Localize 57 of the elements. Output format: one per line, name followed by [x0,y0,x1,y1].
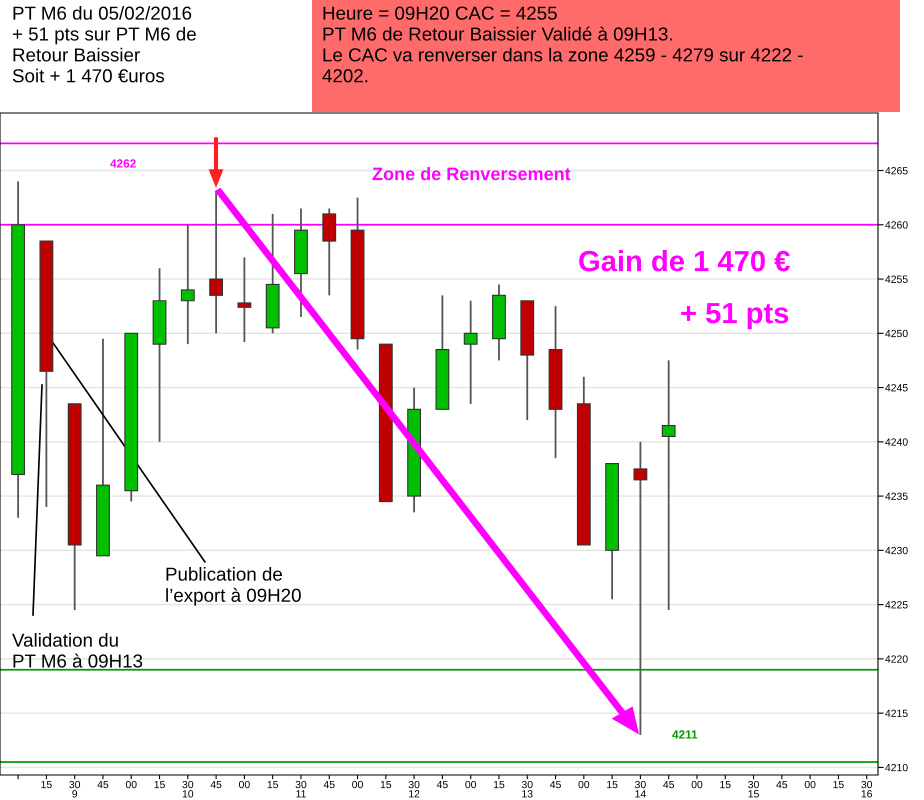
x-tick-label: 30 16 [861,780,872,798]
x-tick-label: 00 [465,780,476,788]
annotation: 4262 [110,159,136,168]
x-tick-label: 45 [436,780,448,788]
candlestick [633,440,648,736]
text: Heure = 09H20 CAC = 4255 PT M6 de Retour Baissier Validé à 09H13. Le CAC va renverser dans la zone 4259 - 4279 sur 4222 - 4202. [322,6,803,82]
candlestick [662,360,676,611]
y-tick-label: 4255 [885,276,908,283]
x-tick-label: 30 15 [748,780,759,798]
annotation: Gain de 1 470 € [579,250,790,272]
x-tick-label: 30 14 [635,780,646,798]
x-tick-label: 15 [380,780,392,788]
x-tick-label: 30 11 [296,780,306,798]
x-tick-label: 30 13 [522,780,533,798]
y-tick-label: 4225 [885,601,908,608]
x-tick-label: 30 9 [69,780,80,798]
x-tick-label: 00 [804,780,816,788]
x-tick-label: 45 [210,780,222,788]
text: PT M6 du 05/02/2016 + 51 pts sur PT M6 de Retour Baissier Soit + 1 470 €uros [12,6,196,82]
x-tick-label: 15 [494,780,504,788]
x-tick-label: 45 [550,780,561,788]
y-tick-label: 4265 [885,167,908,174]
y-tick-label: 4245 [885,384,908,392]
x-tick-label: 00 [578,780,590,788]
x-tick-label: 45 [663,780,674,788]
y-tick-label: 4235 [885,492,908,500]
x-tick-label: 00 [239,780,250,788]
x-tick-label: 30 12 [408,780,420,798]
x-tick-label: 45 [776,780,788,788]
annotation: Validation du PT M6 à 09H13 [12,633,142,668]
y-tick-label: 4215 [885,710,908,718]
y-tick-label: 4230 [885,546,908,554]
candlestick [237,256,252,343]
x-tick-label: 15 [720,780,731,788]
annotation: Publication de l’export à 09H20 [166,567,301,606]
y-tick-label: 4250 [885,330,908,338]
x-tick-label: 15 [607,780,618,788]
annotation: 4211 [672,730,698,739]
x-tick-label: 00 [126,780,137,788]
candlestick [209,191,224,334]
candlestick [464,300,478,405]
x-tick-label: 00 [352,780,363,788]
y-tick-label: 4210 [885,764,908,772]
x-tick-label: 45 [324,780,335,788]
x-tick-label: 15 [154,780,165,788]
x-tick-label: 00 [692,780,702,788]
x-tick-label: 15 [268,780,278,788]
annotation: + 51 pts [681,303,788,330]
y-tick-label: 4220 [885,655,908,663]
x-tick-label: 15 [833,780,844,788]
y-tick-label: 4260 [885,221,908,229]
annotation: Zone de Renversement [372,167,570,180]
x-tick-label: 15 [41,780,52,788]
x-tick-label: 30 10 [182,780,194,798]
x-tick-label: 45 [97,780,108,788]
y-tick-label: 4240 [885,438,908,446]
candlestick [180,224,195,346]
